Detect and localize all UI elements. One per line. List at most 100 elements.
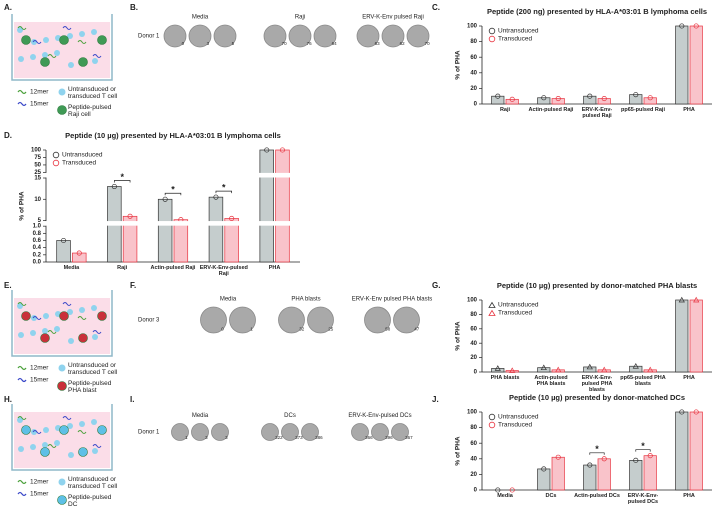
point bbox=[601, 456, 607, 462]
well bbox=[288, 24, 312, 48]
significance-bracket bbox=[635, 449, 651, 452]
significance-label: * bbox=[595, 444, 599, 454]
t-cell bbox=[43, 37, 49, 43]
spot-count: 32 bbox=[299, 326, 305, 331]
well bbox=[381, 24, 405, 48]
legend-text: 12mer bbox=[30, 365, 49, 372]
legend-text: 15mer bbox=[30, 377, 49, 384]
y-tick-label: 0 bbox=[474, 370, 478, 376]
x-tick-label-box: Media bbox=[497, 493, 513, 499]
y-tick-label: 5 bbox=[38, 218, 42, 224]
y-tick-label: 0.2 bbox=[33, 252, 42, 258]
t-cell bbox=[17, 303, 23, 309]
legend-marker bbox=[52, 159, 60, 167]
bar bbox=[56, 240, 71, 263]
panel-label: A. bbox=[4, 3, 12, 12]
point bbox=[601, 366, 608, 373]
t-cell bbox=[18, 446, 24, 452]
spot-count: 25 bbox=[328, 326, 334, 331]
bar bbox=[537, 97, 551, 105]
panel-label: F. bbox=[130, 281, 136, 290]
well bbox=[171, 423, 189, 441]
bar bbox=[122, 215, 138, 263]
peptide bbox=[47, 444, 57, 448]
t-cell bbox=[67, 423, 73, 429]
t-cell bbox=[30, 54, 36, 60]
t-cell bbox=[31, 39, 37, 45]
point bbox=[60, 237, 67, 244]
bar bbox=[259, 149, 274, 263]
x-tick-label-box: Actin-pulsed DCs bbox=[574, 493, 620, 499]
y-tick-label: 20 bbox=[470, 355, 477, 361]
target-cell bbox=[78, 447, 88, 457]
chart-title: Peptide (10 µg) presented by donor-match… bbox=[497, 281, 697, 290]
y-axis-label: % of PHA bbox=[455, 50, 462, 80]
panel-label: C. bbox=[432, 3, 440, 12]
legend-text-box: Peptide-pulsed PHA blast bbox=[68, 380, 112, 395]
significance-label: * bbox=[222, 183, 226, 193]
significance-bracket bbox=[215, 190, 233, 194]
donor-label: Donor 1 bbox=[138, 430, 160, 436]
bar bbox=[597, 98, 611, 105]
bar bbox=[689, 25, 703, 105]
well bbox=[211, 423, 229, 441]
y-tick-label: 0.4 bbox=[33, 245, 42, 251]
legend-t-cell bbox=[58, 88, 66, 96]
target-cell bbox=[59, 425, 69, 435]
bar bbox=[629, 365, 643, 373]
target-cell bbox=[40, 447, 50, 457]
y-tick-label: 60 bbox=[470, 55, 477, 61]
well bbox=[364, 306, 391, 334]
panel-label: E. bbox=[4, 281, 12, 290]
point bbox=[633, 457, 639, 463]
y-tick-label: 10 bbox=[34, 197, 41, 203]
spot-count: 322 bbox=[275, 435, 283, 440]
point bbox=[279, 147, 286, 153]
panel-label: G. bbox=[432, 281, 440, 290]
well bbox=[200, 306, 227, 334]
well bbox=[301, 423, 319, 441]
x-tick-label: Actin-pulsed Raji bbox=[150, 265, 196, 271]
t-cell bbox=[42, 442, 48, 448]
legend-text: Peptide-pulsed PHA blast bbox=[68, 380, 112, 395]
x-tick-label: PHA bbox=[683, 107, 695, 113]
x-tick-label-box: DCs bbox=[545, 493, 556, 499]
t-cell bbox=[68, 452, 74, 458]
spot-count: 58 bbox=[385, 326, 391, 331]
peptide bbox=[62, 26, 72, 30]
x-tick-label-box: PHA bbox=[683, 107, 695, 113]
bar bbox=[675, 299, 689, 373]
x-tick-label: Media bbox=[63, 265, 80, 271]
well-group-label: Media bbox=[192, 15, 209, 21]
t-cell bbox=[79, 307, 85, 313]
legend-marker bbox=[52, 151, 60, 159]
x-tick-label: pp65-pulsed Raji bbox=[620, 107, 665, 113]
y-tick-label: 0.8 bbox=[33, 231, 42, 237]
well bbox=[188, 24, 212, 48]
well bbox=[281, 423, 299, 441]
x-tick-label: pp65-pulsed PHA blasts bbox=[620, 375, 666, 388]
bar bbox=[643, 455, 657, 491]
point bbox=[586, 363, 593, 370]
target-cell bbox=[40, 57, 50, 67]
legend-target bbox=[57, 495, 67, 505]
panel-label: H. bbox=[4, 395, 12, 404]
t-cell bbox=[30, 444, 36, 450]
legend-label: Untransduced bbox=[62, 152, 103, 159]
spot-count: 76 bbox=[307, 41, 313, 46]
x-tick-label: Actin-pulsed Raji bbox=[528, 107, 574, 113]
t-cell bbox=[42, 328, 48, 334]
chart-title: Peptide (10 µg) presented by HLA-A*03:01… bbox=[65, 131, 281, 140]
t-cell bbox=[92, 58, 98, 64]
x-tick-label-box: PHA bbox=[269, 265, 281, 271]
spot-count: 70 bbox=[425, 41, 431, 46]
y-tick-label: 100 bbox=[31, 148, 42, 154]
legend-label: Transduced bbox=[498, 36, 532, 43]
target-cell bbox=[59, 311, 69, 321]
x-tick-label: ERV-K-Env-pulsed PHA blasts bbox=[581, 375, 613, 394]
point bbox=[213, 194, 219, 200]
spot-count: 0 bbox=[182, 41, 185, 46]
point bbox=[162, 196, 168, 202]
well bbox=[371, 423, 389, 441]
point bbox=[601, 95, 607, 102]
